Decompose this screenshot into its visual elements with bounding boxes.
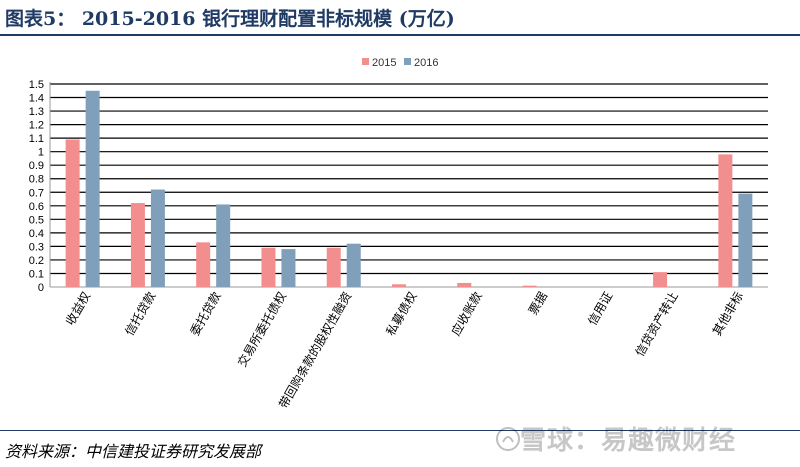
bar-2016	[281, 249, 296, 287]
bar-2015	[261, 247, 276, 287]
bar-2016	[216, 204, 231, 287]
title-bar: 图表5： 2015-2016 银行理财配置非标规模 (万亿)	[0, 0, 800, 36]
source-note: 资料来源：中信建投证券研究发展部	[5, 442, 262, 461]
y-tick-label: 1.5	[29, 79, 44, 91]
x-category-label: 私募债权	[383, 290, 419, 339]
y-tick-label: 1.2	[29, 120, 44, 132]
legend-swatch	[404, 58, 411, 65]
bar-2015	[326, 247, 341, 287]
x-category-label: 票据	[526, 290, 550, 318]
bar-2016	[150, 189, 165, 287]
y-tick-label: 0.8	[29, 174, 44, 186]
bar-2015	[130, 203, 145, 287]
legend-label: 2015	[372, 57, 396, 69]
bar-2016	[738, 193, 753, 287]
x-category-label: 带回购条款的股权性融资	[275, 289, 354, 411]
snowball-logo-icon	[496, 427, 520, 451]
watermark-text: 雪球：易趣微财经	[520, 426, 737, 456]
y-tick-label: 0.2	[29, 255, 44, 267]
bar-2016	[85, 90, 100, 287]
bar-2015	[65, 139, 80, 287]
y-tick-label: 1.4	[29, 93, 44, 105]
bar-2016	[346, 243, 361, 287]
footer-divider	[0, 430, 800, 431]
bar-2015	[196, 242, 211, 287]
x-category-label: 信托贷款	[122, 290, 158, 339]
y-tick-label: 0.7	[29, 187, 44, 199]
y-tick-label: 0.1	[29, 268, 44, 280]
x-category-label: 应收账款	[448, 289, 485, 338]
bar-2015	[522, 285, 537, 287]
x-category-label: 收益权	[63, 290, 93, 328]
bar-2015	[392, 284, 406, 287]
x-category-label: 信用证	[585, 290, 615, 328]
y-tick-label: 0.4	[29, 228, 44, 240]
y-tick-label: 0.3	[29, 241, 44, 253]
chart-title: 图表5： 2015-2016 银行理财配置非标规模 (万亿)	[5, 8, 455, 30]
y-tick-label: 1	[38, 147, 44, 159]
legend-swatch	[362, 58, 369, 65]
bar-2015	[457, 282, 472, 287]
x-category-label: 信贷资产转让	[632, 289, 681, 359]
bar-chart: 00.10.20.30.40.50.60.70.80.911.11.21.31.…	[29, 57, 768, 411]
legend-label: 2016	[414, 57, 438, 69]
x-category-label: 交易所委托债权	[234, 289, 289, 369]
x-category-label: 其他非标	[710, 290, 746, 339]
x-category-label: 委托贷款	[188, 290, 224, 339]
y-tick-label: 0	[38, 282, 44, 294]
bar-2015	[718, 154, 733, 287]
y-tick-label: 0.9	[29, 160, 44, 172]
y-tick-label: 1.3	[29, 106, 44, 118]
y-tick-label: 1.1	[29, 133, 44, 145]
bar-2015	[653, 272, 668, 287]
y-tick-label: 0.5	[29, 214, 44, 226]
y-tick-label: 0.6	[29, 201, 44, 213]
